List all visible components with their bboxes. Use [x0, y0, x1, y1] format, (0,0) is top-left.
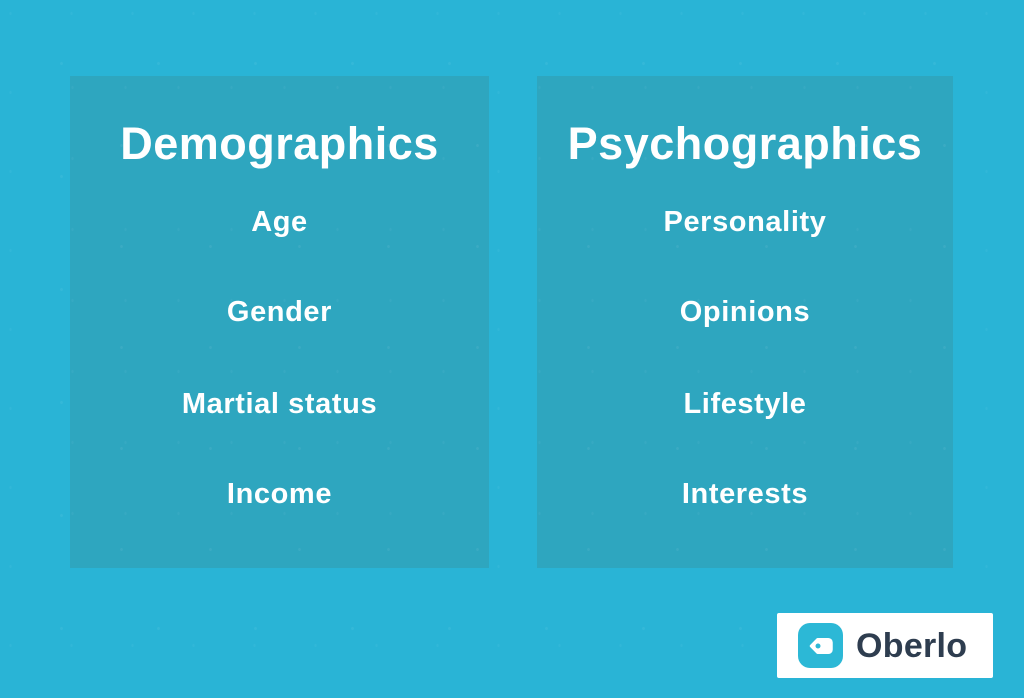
psychographics-title: Psychographics: [567, 118, 923, 169]
demographics-item-martial-status: Martial status: [181, 388, 378, 420]
psychographics-item-interests: Interests: [681, 478, 809, 510]
demographics-item-age: Age: [251, 206, 308, 238]
demographics-item-income: Income: [226, 478, 333, 510]
tag-icon: [798, 623, 843, 668]
demographics-item-gender: Gender: [226, 296, 333, 328]
psychographics-item-lifestyle: Lifestyle: [683, 388, 807, 420]
demographics-title: Demographics: [120, 118, 439, 169]
psychographics-item-personality: Personality: [663, 206, 827, 238]
oberlo-logo: Oberlo: [777, 613, 993, 678]
brand-name: Oberlo: [856, 626, 968, 665]
psychographics-item-opinions: Opinions: [679, 296, 811, 328]
demographics-panel: Demographics Age Gender Martial status I…: [70, 76, 489, 568]
psychographics-panel: Psychographics Personality Opinions Life…: [537, 76, 953, 568]
